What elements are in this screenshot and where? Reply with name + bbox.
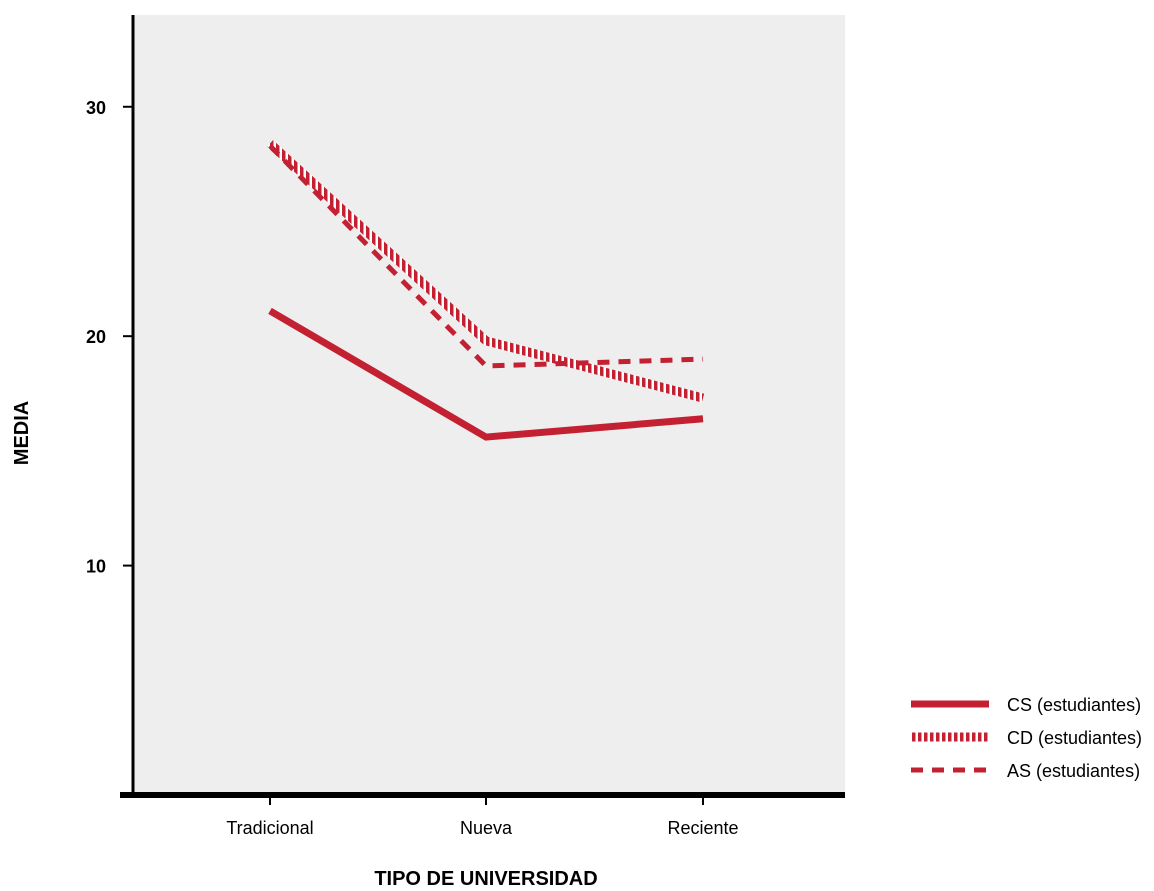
plot-background — [133, 15, 845, 795]
x-tick-label: Tradicional — [226, 818, 313, 838]
legend-label-1: CS (estudiantes) — [1007, 695, 1141, 715]
y-axis-title: MEDIA — [11, 401, 33, 465]
legend-label-2: CD (estudiantes) — [1007, 728, 1142, 748]
x-ticks: Tradicional Nueva Reciente — [226, 795, 739, 838]
series-line-2 — [266, 140, 705, 403]
y-tick-label: 20 — [86, 327, 106, 347]
y-ticks: 10 20 30 — [86, 98, 133, 577]
legend: CS (estudiantes) CD (estudiantes) AS (estu… — [911, 695, 1142, 781]
series-layer — [266, 140, 705, 441]
y-tick-label: 30 — [86, 98, 106, 118]
y-tick-label: 10 — [86, 557, 106, 577]
legend-label-3: AS (estudiantes) — [1007, 761, 1140, 781]
series-line-1 — [268, 307, 704, 441]
x-tick-label: Nueva — [460, 818, 513, 838]
x-axis-title: TIPO DE UNIVERSIDAD — [374, 868, 597, 890]
x-tick-label: Reciente — [667, 818, 738, 838]
